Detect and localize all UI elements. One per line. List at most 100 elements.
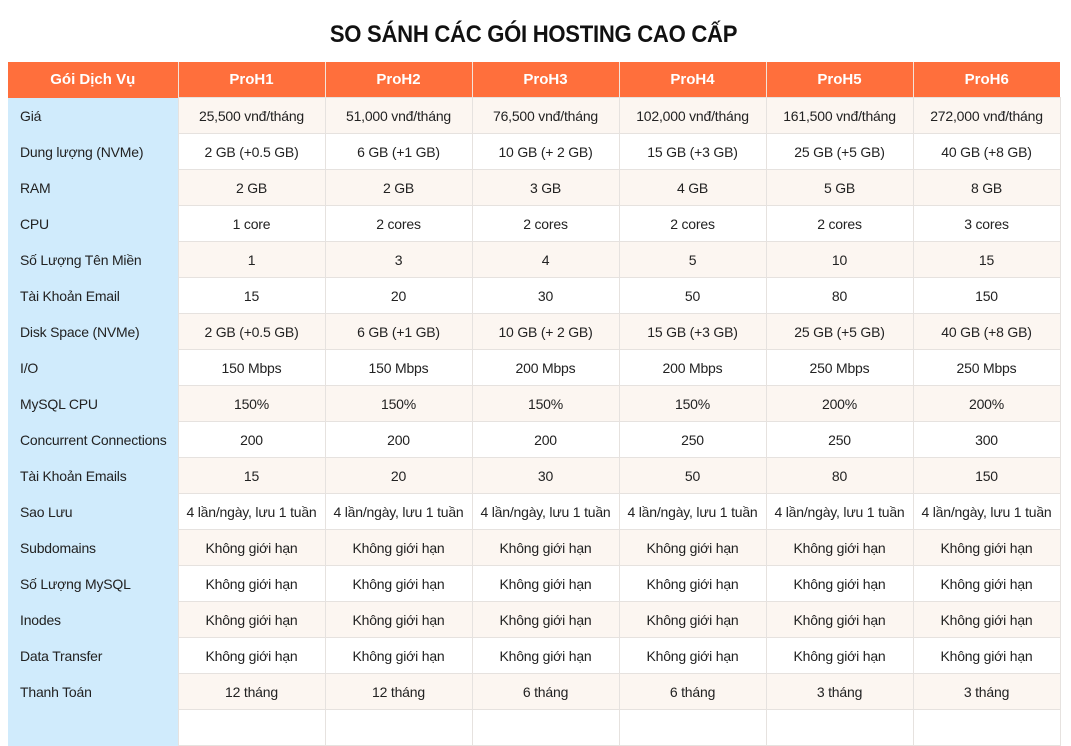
cell-proh5: 5 GB [765, 169, 914, 206]
cell-proh4: 4 GB [618, 169, 767, 206]
cell-proh6: 200% [912, 385, 1061, 422]
cell-proh3: Không giới hạn [471, 601, 620, 638]
row-label: Tài Khoản Emails [8, 457, 179, 494]
row-label [8, 709, 179, 746]
cell-proh4: 4 lần/ngày, lưu 1 tuần [618, 493, 767, 530]
cell-proh4: Không giới hạn [618, 601, 767, 638]
table-row: Subdomains Không giới hạn Không giới hạn Kh… [8, 529, 1061, 566]
cell-proh2: 6 GB (+1 GB) [324, 313, 473, 350]
row-label: Số Lượng MySQL [8, 565, 179, 602]
row-label: Tài Khoản Email [8, 277, 179, 314]
cell-proh4: Không giới hạn [618, 565, 767, 602]
table-row: Tài Khoản Emails 15 20 30 50 80 150 [8, 457, 1061, 494]
cell-proh1: 15 [177, 457, 326, 494]
cell-proh2 [324, 709, 473, 746]
cell-proh6 [912, 709, 1061, 746]
row-label: Inodes [8, 601, 179, 638]
cell-proh2: 51,000 vnđ/tháng [324, 97, 473, 134]
table-body: Giá 25,500 vnđ/tháng 51,000 vnđ/tháng 76,50… [8, 97, 1061, 746]
cell-proh6: Không giới hạn [912, 601, 1061, 638]
hosting-comparison-table: Gói Dịch Vụ ProH1 ProH2 ProH3 ProH4 ProH… [8, 62, 1061, 746]
cell-proh3: 4 lần/ngày, lưu 1 tuần [471, 493, 620, 530]
table-row: Số Lượng MySQL Không giới hạn Không giới h… [8, 565, 1061, 602]
table-row: Inodes Không giới hạn Không giới hạn Không … [8, 601, 1061, 638]
cell-proh1: 1 core [177, 205, 326, 242]
row-label: Data Transfer [8, 637, 179, 674]
cell-proh6: 8 GB [912, 169, 1061, 206]
cell-proh5: 25 GB (+5 GB) [765, 133, 914, 170]
cell-proh5: Không giới hạn [765, 529, 914, 566]
cell-proh3: 76,500 vnđ/tháng [471, 97, 620, 134]
cell-proh5: 250 [765, 421, 914, 458]
table-row: Số Lượng Tên Miền 1 3 4 5 10 15 [8, 241, 1061, 278]
cell-proh3: 6 tháng [471, 673, 620, 710]
cell-proh3 [471, 709, 620, 746]
cell-proh2: 6 GB (+1 GB) [324, 133, 473, 170]
table-row: CPU 1 core 2 cores 2 cores 2 cores 2 cores 3 c… [8, 205, 1061, 242]
cell-proh4: Không giới hạn [618, 637, 767, 674]
cell-proh6: Không giới hạn [912, 637, 1061, 674]
header-plan-proh5: ProH5 [765, 62, 914, 98]
table-row: Concurrent Connections 200 200 200 250 250 300 [8, 421, 1061, 458]
row-label: I/O [8, 349, 179, 386]
cell-proh1 [177, 709, 326, 746]
cell-proh2: Không giới hạn [324, 529, 473, 566]
cell-proh4: 150% [618, 385, 767, 422]
cell-proh1: Không giới hạn [177, 601, 326, 638]
cell-proh4: Không giới hạn [618, 529, 767, 566]
table-row: Giá 25,500 vnđ/tháng 51,000 vnđ/tháng 76,50… [8, 97, 1061, 134]
row-label: RAM [8, 169, 179, 206]
cell-proh1: 200 [177, 421, 326, 458]
cell-proh3: 10 GB (+ 2 GB) [471, 313, 620, 350]
cell-proh6: 250 Mbps [912, 349, 1061, 386]
cell-proh2: 20 [324, 457, 473, 494]
cell-proh5: 4 lần/ngày, lưu 1 tuần [765, 493, 914, 530]
cell-proh1: 1 [177, 241, 326, 278]
cell-proh5: 80 [765, 457, 914, 494]
page-title: SO SÁNH CÁC GÓI HOSTING CAO CẤP [329, 21, 738, 49]
cell-proh3: 200 Mbps [471, 349, 620, 386]
cell-proh2: 12 tháng [324, 673, 473, 710]
cell-proh6: 3 cores [912, 205, 1061, 242]
cell-proh4: 200 Mbps [618, 349, 767, 386]
cell-proh5: Không giới hạn [765, 565, 914, 602]
cell-proh1: 2 GB (+0.5 GB) [177, 313, 326, 350]
cell-proh3: 4 [471, 241, 620, 278]
row-label: MySQL CPU [8, 385, 179, 422]
row-label: Concurrent Connections [8, 421, 179, 458]
cell-proh2: 3 [324, 241, 473, 278]
table-row: Thanh Toán 12 tháng 12 tháng 6 tháng 6 tháng… [8, 673, 1061, 710]
cell-proh4: 15 GB (+3 GB) [618, 133, 767, 170]
cell-proh2: 20 [324, 277, 473, 314]
row-label: Dung lượng (NVMe) [8, 133, 179, 170]
cell-proh4: 2 cores [618, 205, 767, 242]
header-plan-proh4: ProH4 [618, 62, 767, 98]
cell-proh2: 200 [324, 421, 473, 458]
header-plan-proh6: ProH6 [912, 62, 1060, 98]
cell-proh2: 2 cores [324, 205, 473, 242]
row-label: Giá [8, 97, 179, 134]
comparison-table-container: Gói Dịch Vụ ProH1 ProH2 ProH3 ProH4 ProH… [8, 62, 1061, 746]
header-plan-proh1: ProH1 [177, 62, 326, 98]
cell-proh1: 15 [177, 277, 326, 314]
cell-proh1: 150 Mbps [177, 349, 326, 386]
cell-proh6: Không giới hạn [912, 565, 1061, 602]
cell-proh2: Không giới hạn [324, 565, 473, 602]
cell-proh3: 30 [471, 457, 620, 494]
cell-proh5: 10 [765, 241, 914, 278]
cell-proh5: 3 tháng [765, 673, 914, 710]
cell-proh6: 40 GB (+8 GB) [912, 313, 1061, 350]
cell-proh4 [618, 709, 767, 746]
cell-proh2: 2 GB [324, 169, 473, 206]
cell-proh3: 2 cores [471, 205, 620, 242]
cell-proh5: 25 GB (+5 GB) [765, 313, 914, 350]
cell-proh3: Không giới hạn [471, 529, 620, 566]
cell-proh2: 150 Mbps [324, 349, 473, 386]
table-row: Disk Space (NVMe) 2 GB (+0.5 GB) 6 GB (+1 … [8, 313, 1061, 350]
cell-proh3: 10 GB (+ 2 GB) [471, 133, 620, 170]
cell-proh4: 50 [618, 457, 767, 494]
cell-proh6: 150 [912, 277, 1061, 314]
cell-proh1: 150% [177, 385, 326, 422]
cell-proh5: 2 cores [765, 205, 914, 242]
row-label: Disk Space (NVMe) [8, 313, 179, 350]
